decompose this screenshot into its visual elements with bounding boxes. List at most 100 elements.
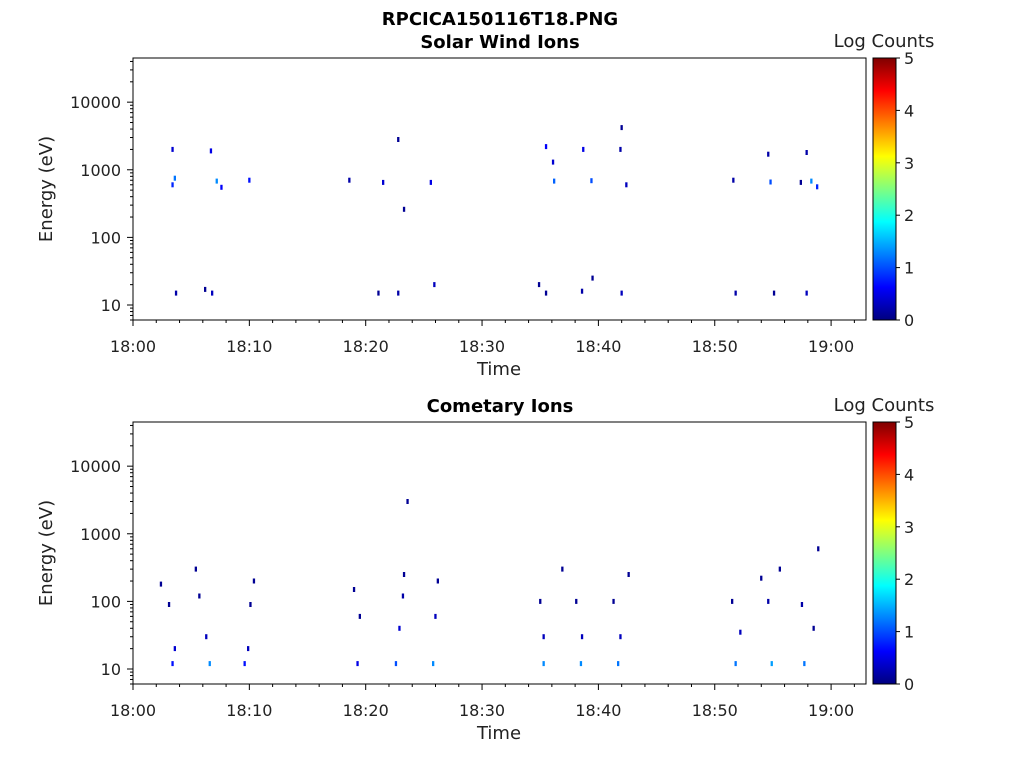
data-cell <box>211 290 214 296</box>
data-cell <box>352 587 356 592</box>
data-cell <box>173 175 176 181</box>
data-cell <box>171 661 174 667</box>
y-axis-ticks: 10 100 1000 10000 <box>70 424 133 685</box>
data-cell <box>561 566 564 572</box>
colorbar <box>872 421 897 685</box>
y-axis-label: Energy (eV) <box>36 136 57 242</box>
data-cell <box>625 182 628 188</box>
data-cell <box>580 634 584 640</box>
x-tick-label: 18:30 <box>459 701 505 720</box>
data-cell <box>739 629 742 635</box>
data-cell <box>402 572 406 577</box>
y-tick-label: 10 <box>101 296 121 315</box>
data-cell <box>406 499 409 504</box>
data-cell <box>591 275 594 281</box>
data-cell <box>553 178 556 184</box>
data-cell <box>799 179 802 185</box>
data-cell <box>248 177 251 183</box>
y-tick-label: 10000 <box>70 457 121 476</box>
data-cell <box>356 661 359 667</box>
data-cell <box>778 566 781 572</box>
x-tick-label: 18:20 <box>343 701 389 720</box>
data-cell <box>358 613 361 619</box>
data-cell <box>619 146 622 152</box>
data-cell <box>434 613 437 619</box>
data-cell <box>401 593 405 599</box>
data-cell <box>772 290 776 296</box>
data-cell <box>205 634 208 640</box>
data-cell <box>382 179 385 185</box>
data-cell <box>770 661 773 667</box>
colorbar-tick-label: 0 <box>904 311 914 330</box>
colorbar-tick-label: 4 <box>904 101 914 120</box>
data-cell <box>394 661 398 667</box>
y-axis-label: Energy (eV) <box>36 500 57 606</box>
y-axis-ticks: 10 100 1000 10000 <box>70 60 133 321</box>
data-cell <box>398 625 401 631</box>
colorbar-tick-label: 0 <box>904 675 914 694</box>
data-cell <box>539 598 542 604</box>
data-cell <box>209 148 213 154</box>
y-tick-label: 1000 <box>80 525 121 544</box>
colorbar <box>872 57 897 321</box>
colorbar-tick-label: 5 <box>904 413 914 432</box>
data-cell <box>220 184 223 190</box>
data-cell <box>582 146 585 152</box>
data-cell <box>619 634 622 640</box>
data-cell <box>171 146 174 152</box>
data-cell <box>579 661 583 667</box>
data-cell <box>173 646 176 652</box>
data-cell <box>767 598 770 604</box>
data-cell <box>159 581 163 587</box>
data-cell <box>544 290 548 296</box>
data-cell <box>252 578 256 584</box>
data-cell <box>436 578 439 584</box>
data-cell <box>198 593 201 599</box>
data-cell <box>760 575 763 581</box>
plot-frame <box>132 57 867 321</box>
data-cell <box>544 144 548 150</box>
data-cell <box>174 290 178 296</box>
data-cell <box>812 625 815 631</box>
data-cell <box>542 634 545 640</box>
data-cell <box>429 179 432 185</box>
colorbar-ticks: 0 1 2 3 4 5 <box>896 49 914 330</box>
x-tick-label: 18:30 <box>459 337 505 356</box>
data-cell <box>243 661 246 667</box>
data-cell <box>194 566 197 572</box>
data-cell <box>204 286 207 292</box>
data-cell <box>767 151 770 157</box>
data-cell <box>816 184 819 190</box>
x-axis-label: Time <box>476 359 521 380</box>
data-cell <box>805 150 808 155</box>
data-cell <box>810 178 813 184</box>
colorbar-tick-label: 1 <box>904 623 914 642</box>
spectrogram-cells <box>171 125 819 296</box>
data-cell <box>171 182 174 188</box>
x-tick-label: 18:10 <box>226 337 272 356</box>
data-cell <box>731 598 734 604</box>
x-tick-label: 19:00 <box>808 701 854 720</box>
data-cell <box>803 661 806 667</box>
y-tick-label: 1000 <box>80 161 121 180</box>
data-cell <box>433 282 436 288</box>
y-tick-label: 100 <box>90 228 121 247</box>
data-cell <box>769 179 772 185</box>
colorbar-label: Log Counts <box>834 395 935 416</box>
data-cell <box>537 282 541 288</box>
data-cell <box>734 290 737 296</box>
x-tick-label: 18:40 <box>575 701 621 720</box>
data-cell <box>377 290 380 296</box>
colorbar-tick-label: 4 <box>904 465 914 484</box>
data-cell <box>817 546 820 552</box>
colorbar-tick-label: 2 <box>904 206 914 225</box>
x-tick-label: 19:00 <box>808 337 854 356</box>
colorbar-tick-label: 3 <box>904 518 914 537</box>
y-tick-label: 10000 <box>70 93 121 112</box>
y-tick-label: 100 <box>90 592 121 611</box>
x-tick-label: 18:20 <box>343 337 389 356</box>
data-cell <box>249 602 252 607</box>
data-cell <box>432 661 435 667</box>
